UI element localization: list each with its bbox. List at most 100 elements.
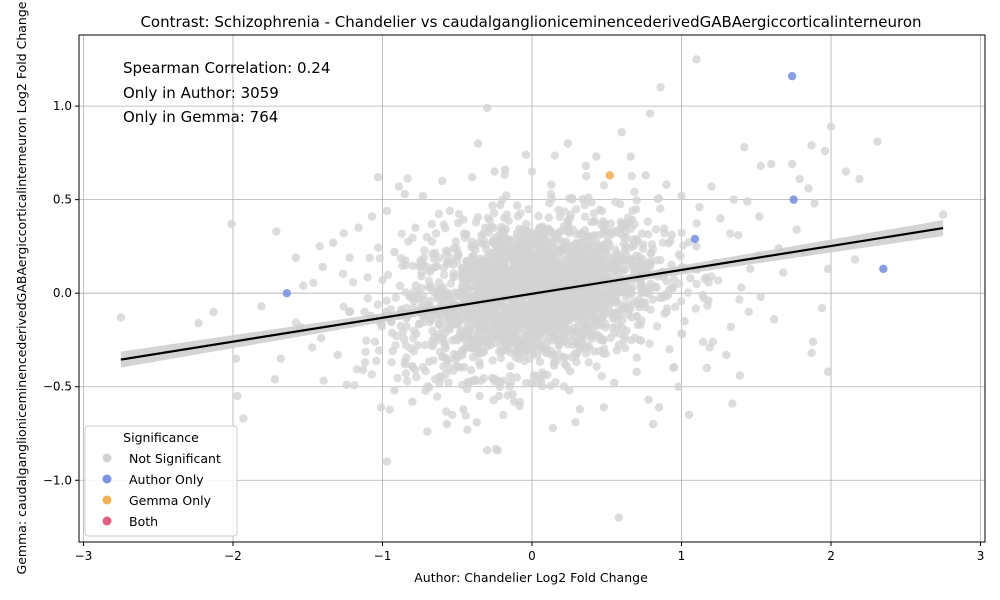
point-not-significant (548, 423, 558, 433)
bulk-point (365, 253, 374, 262)
bulk-point (539, 229, 548, 238)
bulk-point (677, 228, 686, 237)
point-not-significant (807, 348, 816, 358)
bulk-point (463, 285, 473, 294)
point-not-significant (563, 139, 573, 148)
point-not-significant (654, 403, 664, 412)
bulk-point (576, 269, 585, 279)
bulk-point (582, 172, 591, 181)
x-tick-label: −3 (75, 549, 93, 563)
legend-label-both: Both (129, 514, 158, 529)
bulk-point (555, 212, 565, 222)
bulk-point (401, 261, 410, 270)
bulk-point (553, 304, 562, 313)
bulk-point (593, 255, 602, 264)
point-not-significant (318, 262, 327, 272)
bulk-point (396, 321, 405, 331)
point-not-significant (411, 223, 420, 232)
bulk-point (444, 309, 453, 318)
bulk-point (606, 333, 615, 343)
point-not-significant (656, 83, 665, 92)
point-not-significant (641, 171, 650, 180)
bulk-point (627, 171, 636, 181)
bulk-point (513, 256, 522, 265)
bulk-point (476, 376, 486, 385)
bulk-point (408, 261, 418, 270)
bulk-point (536, 316, 545, 326)
bulk-point (338, 269, 348, 278)
point-not-significant (707, 182, 716, 191)
bulk-point (580, 256, 590, 266)
bulk-point (585, 243, 594, 252)
point-not-significant (358, 365, 368, 375)
point-not-significant (778, 268, 788, 277)
bulk-point (621, 227, 631, 237)
bulk-point (499, 410, 508, 420)
bulk-point (451, 237, 460, 246)
bulk-point (540, 258, 549, 267)
bulk-point (537, 345, 546, 355)
bulk-point (554, 336, 564, 345)
point-not-significant (291, 253, 300, 262)
bulk-point (587, 198, 596, 207)
bulk-point (434, 209, 444, 219)
bulk-point (609, 314, 618, 323)
point-not-significant (716, 214, 725, 223)
bulk-point (512, 248, 521, 257)
bulk-point (591, 315, 601, 325)
bulk-point (547, 251, 556, 260)
point-not-significant (442, 419, 451, 429)
bulk-point (632, 205, 641, 214)
bulk-point (614, 340, 623, 350)
bulk-point (608, 323, 617, 332)
bulk-point (474, 339, 483, 348)
bulk-point (441, 353, 450, 362)
bulk-point (442, 296, 451, 305)
point-not-significant (686, 274, 695, 283)
bulk-point (582, 344, 591, 353)
bulk-point (386, 305, 396, 314)
point-not-significant (769, 315, 779, 324)
bulk-point (512, 373, 522, 382)
bulk-point (592, 362, 601, 371)
bulk-point (643, 262, 652, 271)
bulk-point (363, 273, 372, 282)
bulk-point (492, 333, 501, 343)
bulk-point (448, 410, 457, 420)
bulk-point (599, 349, 608, 358)
annotation-only-gemma: Only in Gemma: 764 (123, 108, 278, 126)
y-tick-label: −0.5 (43, 380, 72, 394)
bulk-point (495, 377, 504, 386)
bulk-point (491, 233, 500, 242)
point-not-significant (855, 174, 864, 184)
bulk-point (580, 332, 589, 341)
bulk-point (692, 219, 701, 228)
point-not-significant (394, 182, 404, 191)
bulk-point (511, 334, 520, 343)
point-not-significant (354, 223, 363, 232)
bulk-point (453, 336, 462, 345)
bulk-point (571, 350, 581, 359)
point-not-significant (644, 395, 653, 405)
regression (120, 220, 944, 368)
bulk-point (666, 236, 675, 245)
bulk-point (534, 251, 543, 260)
bulk-point (521, 314, 531, 323)
point-not-significant (938, 210, 948, 219)
annotation-spearman: Spearman Correlation: 0.24 (123, 59, 330, 77)
bulk-point (662, 276, 671, 286)
bulk-point (594, 230, 604, 240)
point-not-significant (400, 189, 410, 199)
bulk-point (561, 264, 570, 274)
bulk-point (382, 296, 391, 305)
bulk-point (571, 205, 581, 214)
bulk-point (629, 238, 638, 247)
bulk-point (624, 259, 633, 268)
bulk-point (637, 229, 647, 238)
point-not-significant (308, 343, 317, 352)
bulk-point (598, 245, 608, 254)
bulk-point (645, 339, 654, 348)
bulk-point (375, 346, 384, 355)
bulk-point (504, 324, 514, 333)
annotation-only-author: Only in Author: 3059 (123, 84, 279, 102)
